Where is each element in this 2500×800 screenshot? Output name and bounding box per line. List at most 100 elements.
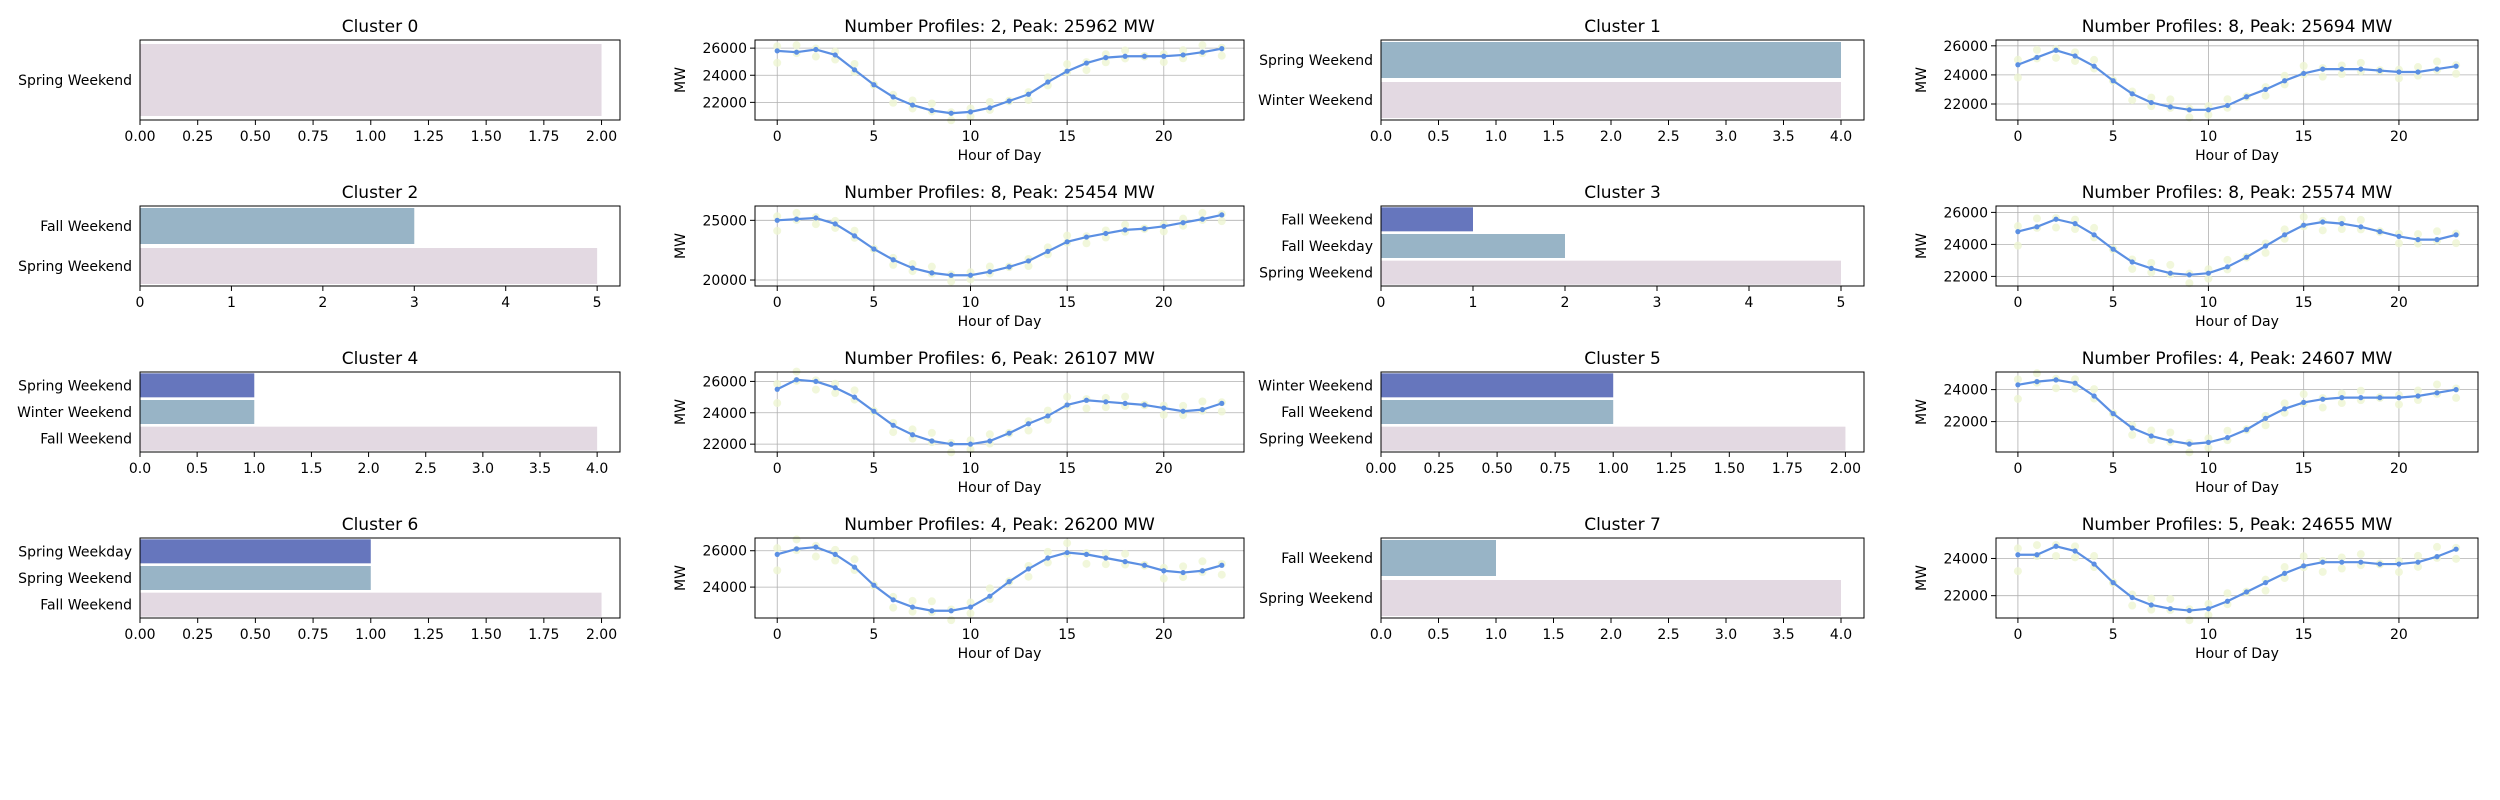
profile-point [2071, 56, 2080, 65]
y-axis-label: MW [673, 233, 689, 259]
category-label: Winter Weekend [1258, 378, 1373, 394]
x-tick-label: 5 [593, 295, 602, 311]
x-axis-label: Hour of Day [2195, 314, 2279, 330]
x-tick-label: 5 [869, 461, 878, 477]
x-tick-label: 2.5 [415, 461, 437, 477]
x-tick-label: 0.0 [129, 461, 151, 477]
x-tick-label: 0.25 [182, 129, 213, 145]
profile-point [908, 425, 917, 434]
profile-point [1082, 239, 1091, 248]
series-point [2262, 580, 2269, 586]
series-point [2320, 396, 2326, 402]
series-point [1006, 98, 1012, 104]
bar [1381, 42, 1841, 78]
y-tick-label: 25000 [702, 213, 747, 229]
profile-point [773, 226, 782, 235]
series-point [2396, 395, 2402, 401]
profile-point [2013, 394, 2022, 403]
series-point [2129, 425, 2135, 431]
x-axis-label: Hour of Day [958, 148, 1042, 164]
profile-point [2052, 223, 2061, 232]
axes-frame [1995, 205, 2479, 287]
profile-point [889, 428, 898, 437]
category-label: Spring Weekday [18, 544, 132, 560]
profile-point [2204, 434, 2213, 443]
chart-panel-10: Cluster 5 Spring Weekend Fall Weekend Winte… [1258, 349, 1865, 477]
y-axis-label: MW [673, 67, 689, 93]
profile-point [2013, 73, 2022, 82]
bar [1381, 82, 1841, 118]
profile-point [2337, 215, 2346, 224]
profile-point [1082, 404, 1091, 413]
x-tick-label: 1.5 [1542, 627, 1564, 643]
profile-point [2013, 375, 2022, 384]
x-tick-label: 0.25 [1423, 461, 1454, 477]
category-label: Winter Weekend [1258, 93, 1373, 109]
series-point [1199, 407, 1206, 413]
bar [1381, 580, 1841, 616]
series-point [1161, 568, 1167, 574]
series-point [2243, 254, 2250, 260]
series-point [1083, 397, 1090, 403]
series-point [929, 438, 935, 444]
series-point [1045, 248, 1051, 254]
profile-point [2223, 589, 2232, 598]
series-point [2053, 543, 2059, 549]
series-point [2015, 382, 2021, 388]
profile-point [1101, 403, 1110, 412]
series-point [2377, 229, 2383, 235]
profile-point [773, 399, 782, 408]
profile-point [2013, 241, 2022, 250]
profile-point [2166, 95, 2175, 104]
profile-point [1159, 574, 1168, 583]
series-point [871, 582, 877, 588]
category-label: Spring Weekend [18, 259, 132, 275]
series-point [851, 564, 858, 570]
x-tick-label: 1.5 [1542, 129, 1564, 145]
profile-point [811, 52, 820, 61]
x-tick-label: 1.50 [471, 627, 502, 643]
category-label: Fall Weekend [40, 432, 132, 448]
y-axis-label: MW [673, 399, 689, 425]
profile-point [2280, 563, 2289, 572]
x-axis-label: Hour of Day [958, 480, 1042, 496]
x-tick-label: 5 [869, 295, 878, 311]
series-point [948, 608, 954, 614]
axes-frame [139, 371, 621, 453]
series-point [2282, 570, 2288, 576]
series-point [2396, 233, 2402, 239]
profile-point [2413, 396, 2422, 404]
x-axis-label: Hour of Day [958, 314, 1042, 330]
profile-point [2052, 551, 2061, 560]
series-point [1180, 569, 1186, 576]
profile-point [1024, 426, 1033, 435]
profile-point [1024, 262, 1033, 271]
y-tick-label: 20000 [702, 273, 747, 289]
profile-point [1121, 220, 1130, 229]
series-point [1219, 46, 1225, 52]
x-tick-label: 0.50 [240, 129, 271, 145]
series-point [2434, 237, 2440, 243]
profile-point [850, 386, 859, 395]
x-tick-label: 3.0 [472, 461, 494, 477]
profile-point [811, 385, 820, 394]
profile-point [2032, 541, 2041, 550]
series-point [2224, 598, 2231, 604]
series-point [1161, 223, 1167, 229]
series-point [2301, 222, 2307, 228]
series-point [813, 544, 819, 550]
series-point [2396, 561, 2402, 567]
series-point [2186, 441, 2192, 447]
series-point [2053, 377, 2059, 383]
profile-point [2337, 225, 2346, 234]
series-point [2434, 554, 2440, 560]
profile-point [2090, 55, 2099, 64]
x-axis-label: Hour of Day [2195, 646, 2279, 662]
x-tick-label: 15 [1058, 461, 1076, 477]
series-point [2262, 243, 2269, 249]
chart-panel-1: Number Profiles: 2, Peak: 25962 MW 0 5 10 15… [673, 17, 1245, 164]
x-tick-label: 15 [1058, 129, 1076, 145]
chart-panel-14: Cluster 7 Spring Weekend Fall Weekend 0.0 0.… [1259, 515, 1865, 643]
x-tick-label: 15 [2295, 295, 2313, 311]
profile-point [2052, 384, 2061, 393]
